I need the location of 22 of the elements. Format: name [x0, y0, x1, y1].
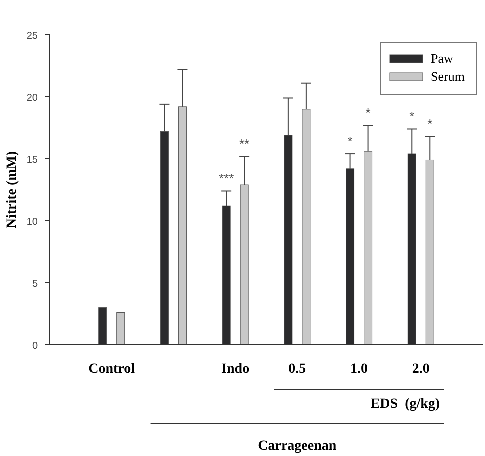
x-tick-label: 2.0	[412, 362, 430, 377]
annotation: *	[348, 134, 353, 150]
annotation: ***	[218, 171, 234, 186]
x-tick-label: 0.5	[288, 362, 306, 377]
y-tick-label: 25	[26, 31, 38, 42]
y-tick-label: 15	[26, 155, 38, 166]
annotation: *	[410, 109, 415, 124]
y-tick-label: 20	[26, 93, 38, 104]
legend-label: Serum	[431, 69, 465, 84]
y-tick-label: 10	[26, 217, 38, 228]
legend-label: Paw	[431, 51, 454, 66]
x-tick-label: Control	[88, 362, 136, 377]
text: Carrageenan	[258, 439, 337, 454]
x-tick-label: 1.0	[350, 362, 368, 377]
annotation: **	[240, 136, 250, 152]
y-tick-label: 0	[32, 341, 38, 352]
y-axis-title: Nitrite (mM)	[5, 150, 20, 229]
x-tick-label: Indo	[222, 362, 250, 377]
annotation: *	[428, 116, 433, 132]
annotation: *	[366, 106, 371, 121]
text: EDS (g/kg)	[370, 397, 440, 412]
y-tick-label: 5	[32, 279, 38, 290]
